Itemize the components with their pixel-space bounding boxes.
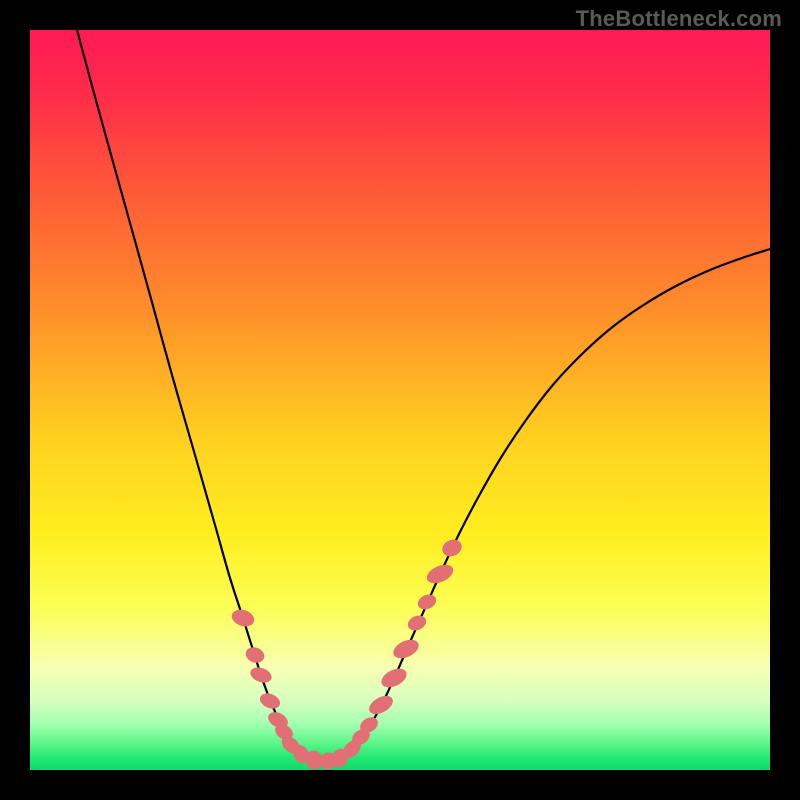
curve-dot [424, 561, 456, 587]
curve-dot [415, 592, 438, 613]
plot-area [30, 30, 770, 770]
curve-dot [366, 692, 396, 718]
curves-layer [30, 30, 770, 770]
watermark-text: TheBottleneck.com [576, 6, 782, 32]
curve-dot [258, 691, 283, 712]
curve-dot [440, 537, 465, 560]
curve-dot [390, 636, 421, 662]
left-curve [77, 30, 326, 762]
curve-dot [405, 613, 428, 634]
curve-dots [230, 537, 465, 770]
curve-dot [244, 645, 267, 666]
curve-dot [378, 665, 409, 692]
curve-dot [230, 607, 257, 629]
chart-frame: TheBottleneck.com [0, 0, 800, 800]
curve-dot [248, 665, 273, 686]
